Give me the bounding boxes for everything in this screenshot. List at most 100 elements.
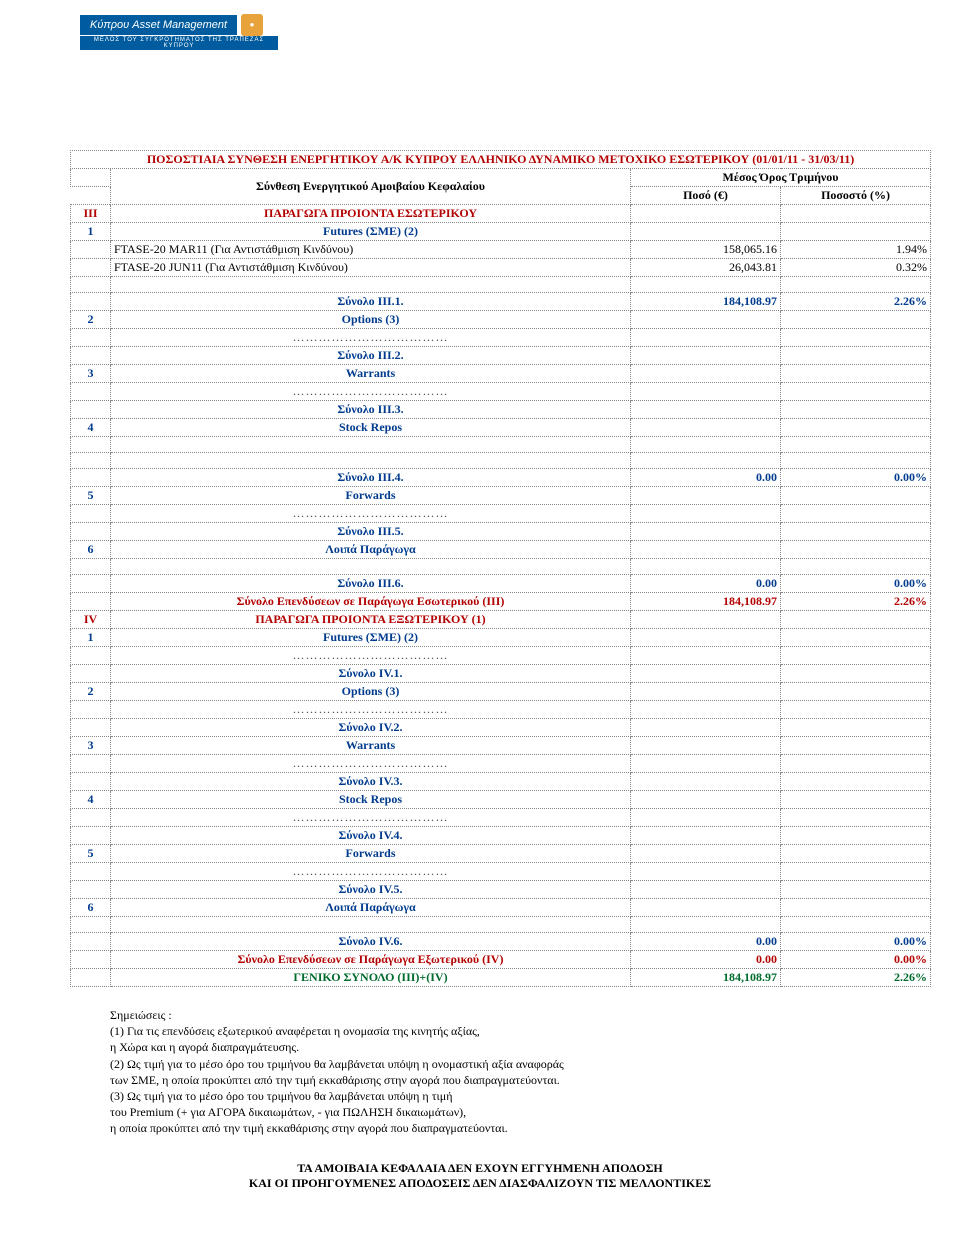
logo-badge-icon: ● — [241, 14, 263, 36]
iii-5-subtotal-label: Σύνολο III.5. — [111, 523, 631, 541]
iv-4-name: Stock Repos — [111, 791, 631, 809]
iv-5-name: Forwards — [111, 845, 631, 863]
logo-subtitle: ΜΕΛΟΣ ΤΟΥ ΣΥΓΚΡΟΤΗΜΑΤΟΣ ΤΗΣ ΤΡΑΠΕΖΑΣ ΚΥΠ… — [80, 36, 278, 50]
iii-2-subtotal-label: Σύνολο III.2. — [111, 347, 631, 365]
footer: ΤΑ ΑΜΟΙΒΑΙΑ ΚΕΦΑΛΑΙΑ ΔΕΝ ΕΧΟΥΝ ΕΓΓΥΗΜΕΝΗ… — [0, 1161, 960, 1191]
logo-text: Κύπρου Asset Management — [80, 15, 237, 35]
section-iii-name: ΠΑΡΑΓΩΓΑ ΠΡΟΙΟΝΤΑ ΕΣΩΤΕΡΙΚΟΥ — [111, 205, 631, 223]
iii-4-subtotal-pct: 0.00% — [781, 469, 931, 487]
dots: ……………………………… — [111, 383, 631, 401]
grand-total-pct: 2.26% — [781, 969, 931, 987]
iii-total-pct: 2.26% — [781, 593, 931, 611]
iii-6-subtotal-pct: 0.00% — [781, 575, 931, 593]
grand-total-amt: 184,108.97 — [631, 969, 781, 987]
iv-1-name: Futures (ΣΜΕ) (2) — [111, 629, 631, 647]
dots: ……………………………… — [111, 505, 631, 523]
iii-1-name: Futures (ΣΜΕ) (2) — [111, 223, 631, 241]
iv-4-subtotal-pct — [781, 827, 931, 845]
iv-1-subtotal-pct — [781, 665, 931, 683]
note-line: η οποία προκύπτει από την τιμή εκκαθάρισ… — [110, 1120, 870, 1136]
iii-1-subtotal-label: Σύνολο III.1. — [111, 293, 631, 311]
report-title: ΠΟΣΟΣΤΙΑΙΑ ΣΥΝΘΕΣΗ ΕΝΕΡΓΗΤΙΚΟΥ Α/Κ ΚΥΠΡΟ… — [71, 151, 931, 169]
iii-6-subtotal-label: Σύνολο III.6. — [111, 575, 631, 593]
iii-1-row1-label: FTASE-20 MAR11 (Για Αντιστάθμιση Κινδύνο… — [111, 241, 631, 259]
header-amount: Ποσό (€) — [631, 187, 781, 205]
iv-3-subtotal-amt — [631, 773, 781, 791]
iv-4-subtotal-label: Σύνολο IV.4. — [111, 827, 631, 845]
notes-head: Σημειώσεις : — [110, 1007, 870, 1023]
iii-6-idx: 6 — [71, 541, 111, 559]
iii-4-subtotal-amt: 0.00 — [631, 469, 781, 487]
iii-1-row2-label: FTASE-20 JUN11 (Για Αντιστάθμιση Κινδύνο… — [111, 259, 631, 277]
report-table: ΠΟΣΟΣΤΙΑΙΑ ΣΥΝΘΕΣΗ ΕΝΕΡΓΗΤΙΚΟΥ Α/Κ ΚΥΠΡΟ… — [70, 150, 931, 987]
header-percent: Ποσοστό (%) — [781, 187, 931, 205]
iii-3-idx: 3 — [71, 365, 111, 383]
iv-total-label: Σύνολο Επενδύσεων σε Παράγωγα Εξωτερικού… — [111, 951, 631, 969]
iv-6-subtotal-label: Σύνολο IV.6. — [111, 933, 631, 951]
iv-6-subtotal-amt: 0.00 — [631, 933, 781, 951]
iii-2-subtotal-pct — [781, 347, 931, 365]
iv-6-subtotal-pct: 0.00% — [781, 933, 931, 951]
iii-1-row2-amt: 26,043.81 — [631, 259, 781, 277]
iv-3-subtotal-pct — [781, 773, 931, 791]
iv-1-subtotal-label: Σύνολο IV.1. — [111, 665, 631, 683]
iii-total-amt: 184,108.97 — [631, 593, 781, 611]
iv-3-idx: 3 — [71, 737, 111, 755]
note-line: (3) Ως τιμή για το μέσο όρο του τριμήνου… — [110, 1088, 870, 1104]
note-line: του Premium (+ για ΑΓΟΡΑ δικαιωμάτων, - … — [110, 1104, 870, 1120]
iv-6-name: Λοιπά Παράγωγα — [111, 899, 631, 917]
iii-1-row2-pct: 0.32% — [781, 259, 931, 277]
iii-2-idx: 2 — [71, 311, 111, 329]
iii-3-name: Warrants — [111, 365, 631, 383]
dots: ……………………………… — [111, 863, 631, 881]
iv-4-idx: 4 — [71, 791, 111, 809]
iii-4-idx: 4 — [71, 419, 111, 437]
note-line: (2) Ως τιμή για το μέσο όρο του τριμήνου… — [110, 1056, 870, 1072]
iv-2-idx: 2 — [71, 683, 111, 701]
iii-1-subtotal-pct: 2.26% — [781, 293, 931, 311]
footer-line-2: ΚΑΙ ΟΙ ΠΡΟΗΓΟΥΜΕΝΕΣ ΑΠΟΔΟΣΕΙΣ ΔΕΝ ΔΙΑΣΦΑ… — [0, 1176, 960, 1191]
section-iv-roman: IV — [71, 611, 111, 629]
iii-total-label: Σύνολο Επενδύσεων σε Παράγωγα Εσωτερικού… — [111, 593, 631, 611]
iii-5-name: Forwards — [111, 487, 631, 505]
iv-5-subtotal-amt — [631, 881, 781, 899]
dots: ……………………………… — [111, 647, 631, 665]
iii-1-row1-amt: 158,065.16 — [631, 241, 781, 259]
notes: Σημειώσεις : (1) Για τις επενδύσεις εξωτ… — [110, 1007, 870, 1137]
note-line: η Χώρα και η αγορά διαπραγμάτευσης. — [110, 1039, 870, 1055]
dots: ……………………………… — [111, 755, 631, 773]
iv-5-subtotal-label: Σύνολο IV.5. — [111, 881, 631, 899]
logo: Κύπρου Asset Management ● — [80, 14, 960, 36]
iv-6-idx: 6 — [71, 899, 111, 917]
iv-1-idx: 1 — [71, 629, 111, 647]
note-line: των ΣΜΕ, η οποία προκύπτει από την τιμή … — [110, 1072, 870, 1088]
dots: ……………………………… — [111, 329, 631, 347]
iii-1-idx: 1 — [71, 223, 111, 241]
iii-5-idx: 5 — [71, 487, 111, 505]
iii-2-subtotal-amt — [631, 347, 781, 365]
iii-3-subtotal-label: Σύνολο III.3. — [111, 401, 631, 419]
iii-1-subtotal-amt: 184,108.97 — [631, 293, 781, 311]
iv-4-subtotal-amt — [631, 827, 781, 845]
iii-4-subtotal-label: Σύνολο III.4. — [111, 469, 631, 487]
grand-total-label: ΓΕΝΙΚΟ ΣΥΝΟΛΟ (III)+(IV) — [111, 969, 631, 987]
iii-5-subtotal-amt — [631, 523, 781, 541]
iv-total-pct: 0.00% — [781, 951, 931, 969]
iii-3-subtotal-amt — [631, 401, 781, 419]
iii-6-subtotal-amt: 0.00 — [631, 575, 781, 593]
iv-2-subtotal-pct — [781, 719, 931, 737]
section-iv-name: ΠΑΡΑΓΩΓΑ ΠΡΟΙΟΝΤΑ ΕΞΩΤΕΡΙΚΟΥ (1) — [111, 611, 631, 629]
iii-4-name: Stock Repos — [111, 419, 631, 437]
iv-2-subtotal-label: Σύνολο IV.2. — [111, 719, 631, 737]
note-line: (1) Για τις επενδύσεις εξωτερικού αναφέρ… — [110, 1023, 870, 1039]
iv-2-subtotal-amt — [631, 719, 781, 737]
iv-total-amt: 0.00 — [631, 951, 781, 969]
iv-3-name: Warrants — [111, 737, 631, 755]
section-iii-roman: III — [71, 205, 111, 223]
footer-line-1: ΤΑ ΑΜΟΙΒΑΙΑ ΚΕΦΑΛΑΙΑ ΔΕΝ ΕΧΟΥΝ ΕΓΓΥΗΜΕΝΗ… — [0, 1161, 960, 1176]
iii-2-name: Options (3) — [111, 311, 631, 329]
iii-1-row1-pct: 1.94% — [781, 241, 931, 259]
header-group: Μέσος Όρος Τριμήνου — [631, 169, 931, 187]
header-composition: Σύνθεση Ενεργητικού Αμοιβαίου Κεφαλαίου — [111, 169, 631, 205]
iv-1-subtotal-amt — [631, 665, 781, 683]
